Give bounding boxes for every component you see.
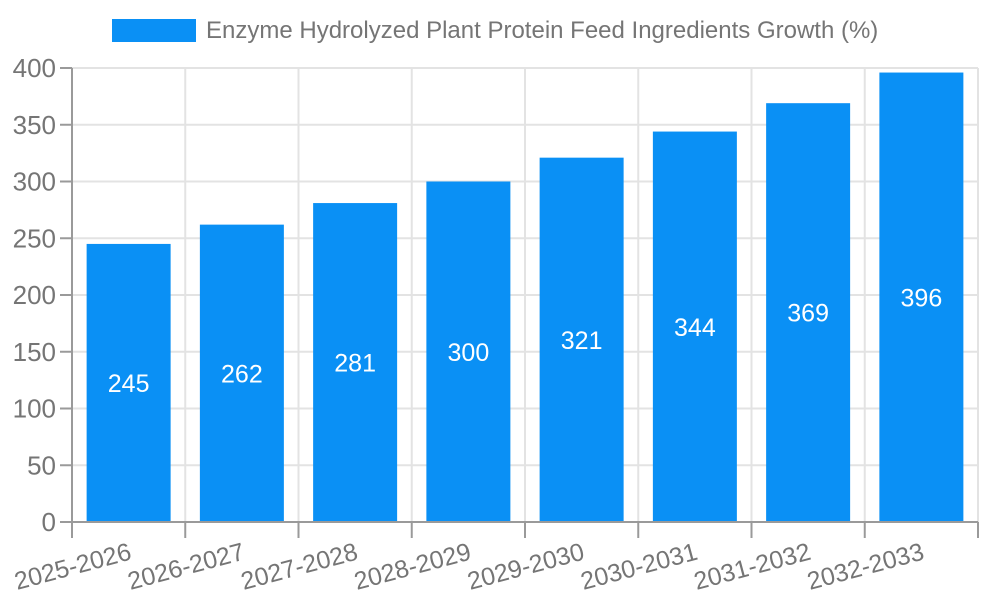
y-tick-label: 200 (13, 280, 56, 310)
bar-value-label: 281 (334, 350, 376, 378)
x-tick-label: 2031-2032 (691, 538, 814, 596)
y-tick-label: 100 (13, 394, 56, 424)
x-tick-label: 2032-2033 (804, 538, 927, 596)
bar-value-label: 344 (674, 314, 716, 342)
x-tick-label: 2030-2031 (578, 538, 701, 596)
bar (539, 157, 624, 523)
y-tick-label: 350 (13, 110, 56, 140)
bar (313, 203, 398, 522)
y-tick-label: 400 (13, 53, 56, 83)
legend-label: Enzyme Hydrolyzed Plant Protein Feed Ing… (206, 17, 879, 44)
x-tick-label: 2026-2027 (125, 538, 248, 596)
y-tick-label: 50 (27, 450, 56, 480)
bar (426, 181, 511, 522)
bar-value-label: 262 (221, 360, 263, 388)
bar (766, 103, 851, 522)
y-tick-label: 250 (13, 223, 56, 253)
legend-item[interactable]: Enzyme Hydrolyzed Plant Protein Feed Ing… (112, 17, 879, 44)
bar (879, 72, 964, 522)
y-tick-label: 150 (13, 337, 56, 367)
bar-value-label: 369 (787, 300, 829, 328)
bar-value-label: 321 (561, 327, 603, 355)
x-tick-label: 2028-2029 (351, 538, 474, 596)
x-tick-label: 2029-2030 (464, 538, 587, 596)
y-tick-label: 0 (42, 507, 56, 537)
x-tick-label: 2025-2026 (11, 538, 134, 596)
bar (199, 224, 284, 522)
legend-swatch-icon (112, 19, 196, 42)
x-tick-label: 2027-2028 (238, 538, 361, 596)
bar-value-label: 396 (901, 284, 943, 312)
bar-value-label: 300 (448, 339, 490, 367)
bar (652, 131, 737, 522)
bar-value-label: 245 (108, 370, 150, 398)
bar (86, 243, 171, 523)
y-tick-label: 300 (13, 167, 56, 197)
